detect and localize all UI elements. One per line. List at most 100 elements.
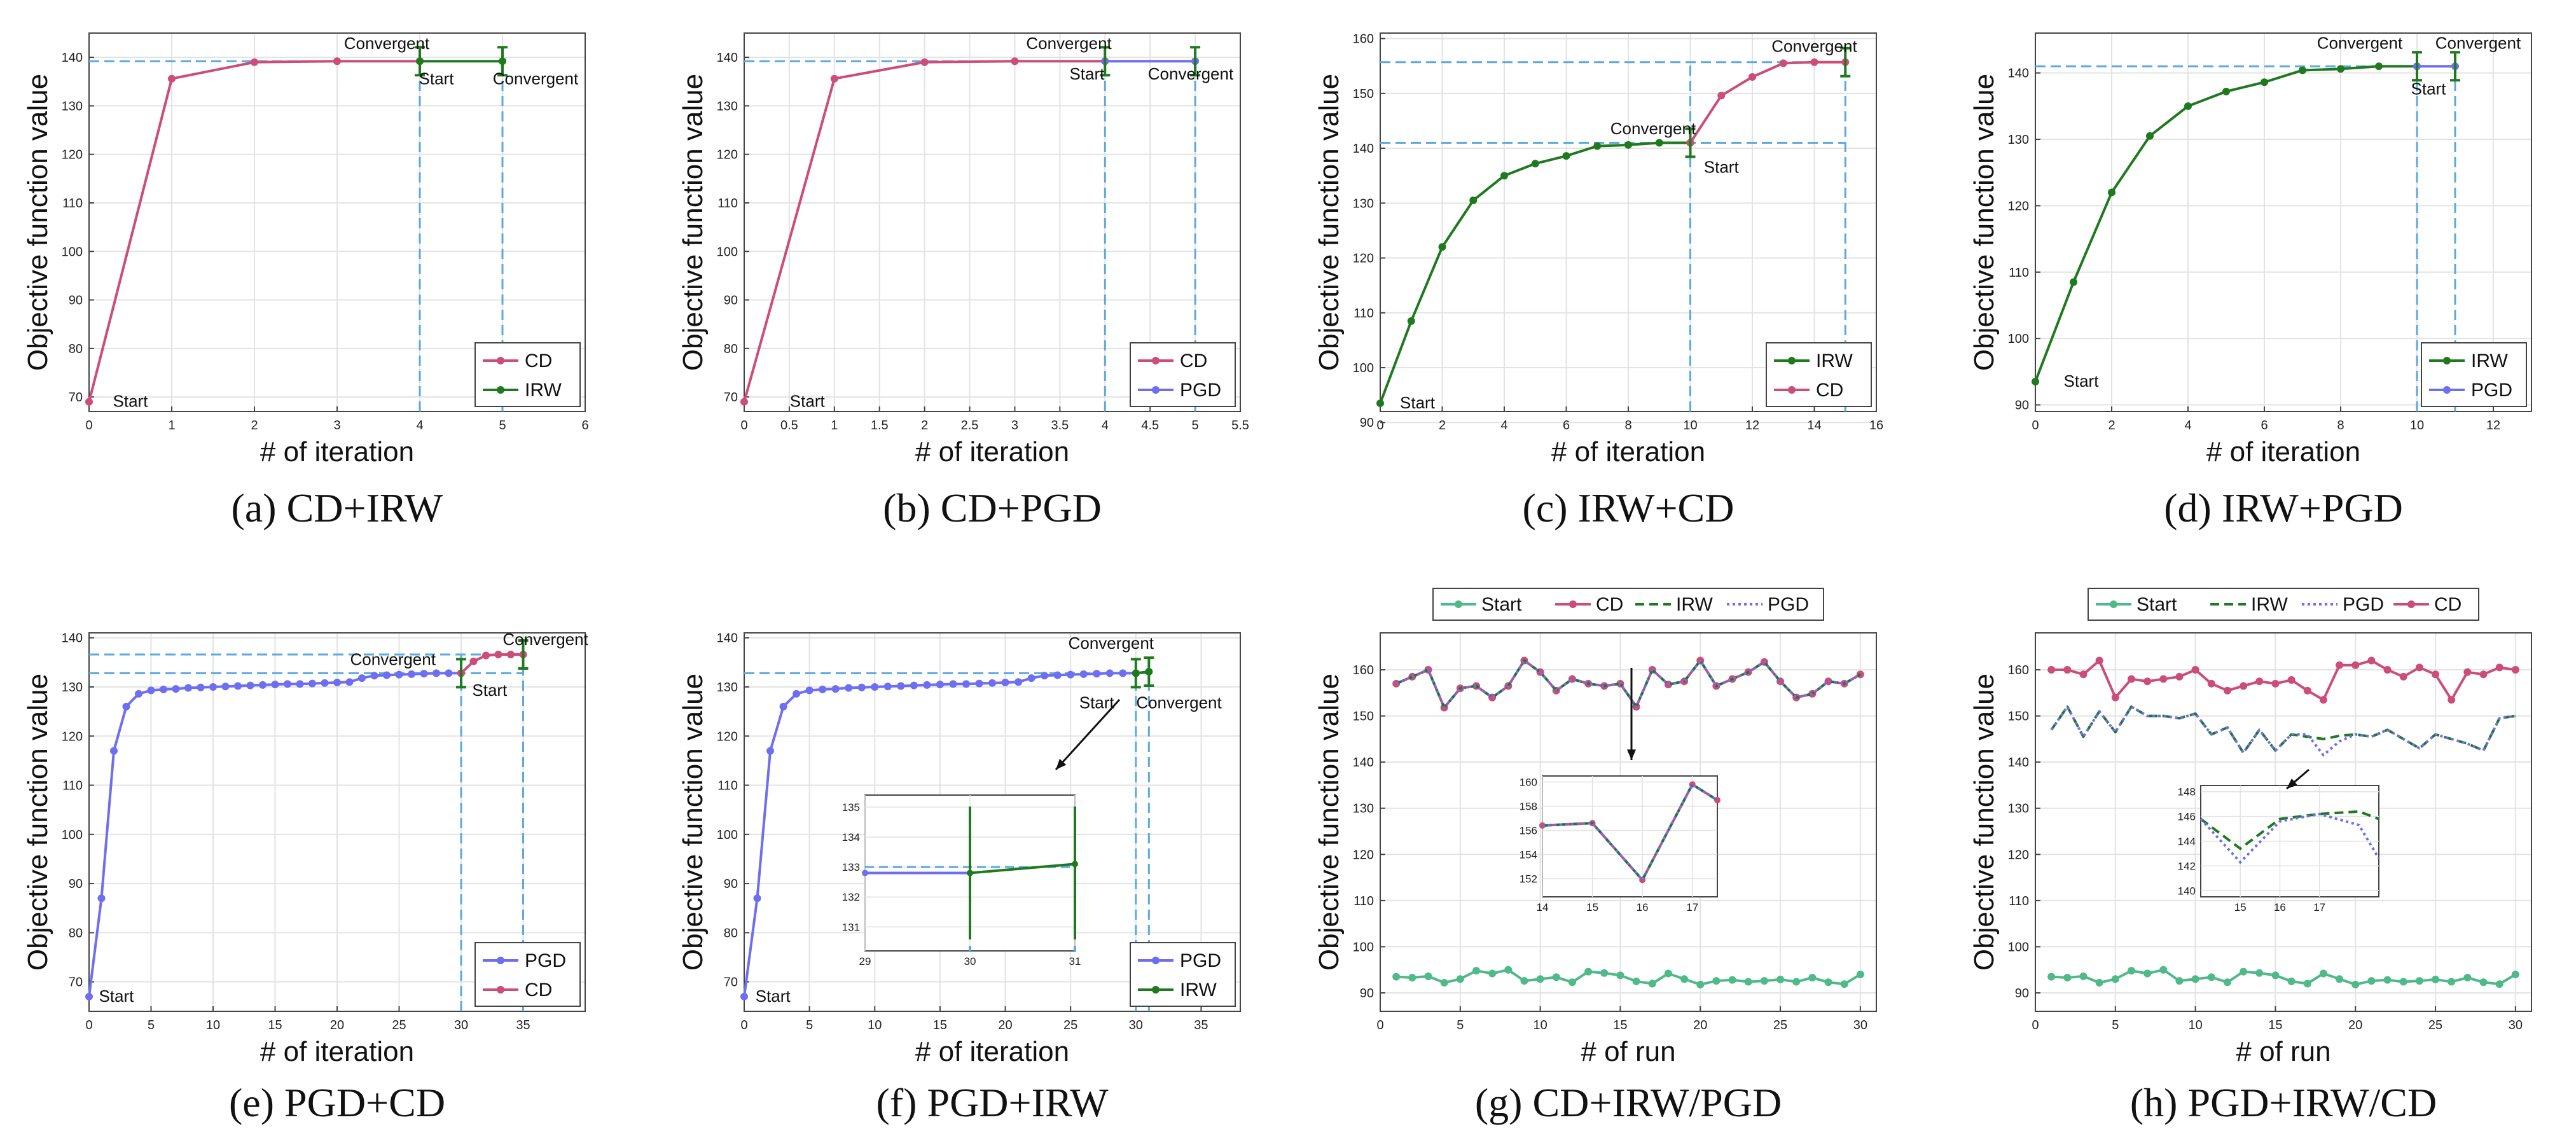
data-point-start: [2175, 977, 2184, 985]
inset-y-tick-label: 158: [1520, 801, 1537, 813]
x-tick-label: 25: [1773, 1018, 1787, 1032]
data-point-cd: [2271, 679, 2280, 688]
data-point-start: [2127, 967, 2135, 975]
y-tick-label: 120: [717, 730, 738, 744]
x-tick-label: 0: [1376, 419, 1383, 433]
data-point-pgd: [753, 894, 761, 903]
annotation-label: Convergent: [1136, 693, 1222, 712]
y-tick-label: 70: [69, 391, 83, 405]
y-tick-label: 140: [62, 632, 83, 646]
x-tick-label: 30: [1853, 1018, 1867, 1032]
series-line-pgd: [2050, 705, 2516, 757]
data-point-pgd: [1079, 670, 1088, 678]
inset-series-line-irw: [1542, 782, 1719, 882]
x-tick-label: 25: [392, 1018, 406, 1032]
data-point-pgd: [1001, 679, 1009, 687]
x-tick-label: 5: [1192, 419, 1199, 433]
x-tick-label: 0: [85, 1018, 92, 1032]
series-line-cd: [1689, 60, 1846, 144]
legend-label: PGD: [1768, 594, 1809, 615]
x-tick-label: 4: [1500, 419, 1507, 433]
data-point-irw: [2032, 378, 2039, 386]
data-point-pgd: [197, 683, 205, 691]
data-point-start: [2159, 966, 2168, 974]
y-tick-label: 140: [62, 51, 83, 65]
zoom-arrow-head: [2287, 778, 2298, 789]
annotation-label: Convergent: [1771, 37, 1857, 56]
data-point-cd: [85, 398, 93, 406]
legend-marker-irw: [1152, 986, 1160, 994]
data-point-pgd: [234, 682, 242, 690]
data-point-start: [1728, 976, 1736, 984]
x-tick-label: 15: [268, 1018, 282, 1032]
data-point-start: [2432, 975, 2440, 983]
legend-marker-pgd: [497, 957, 504, 964]
panel-h: 0 5 10 15 20 25 30 90 100 110 120 130 140 150 160 # of …: [1969, 588, 2532, 1125]
legend-label: CD: [1180, 350, 1207, 371]
data-point-irw: [2146, 132, 2154, 140]
inset-y-tick-label: 140: [2178, 885, 2196, 897]
data-point-cd: [494, 651, 502, 658]
x-axis-label: # of run: [1581, 1036, 1675, 1067]
x-tick-label: 10: [868, 1018, 882, 1032]
x-tick-label: 12: [1745, 419, 1759, 433]
inset-x-tick-label: 15: [1586, 901, 1598, 913]
data-point-irw: [1500, 172, 1508, 180]
x-axis-label: # of run: [2236, 1036, 2330, 1067]
x-tick-label: 0: [740, 419, 747, 433]
data-point-irw: [2261, 78, 2268, 87]
data-point-cd: [1824, 677, 1832, 686]
data-point-start: [1680, 975, 1689, 983]
data-point-start: [2255, 969, 2264, 977]
data-point-cd: [2415, 663, 2423, 672]
y-tick-label: 90: [1360, 416, 1374, 430]
inset-panel: 29 30 31 131 132 133 134 135: [842, 794, 1081, 967]
data-point-start: [2303, 980, 2311, 988]
data-point-start: [1600, 969, 1609, 977]
data-point-start: [1744, 978, 1752, 986]
legend-marker-start: [1455, 600, 1462, 608]
data-point-start: [2111, 975, 2119, 983]
legend-label: CD: [1596, 594, 1623, 615]
data-point-cd: [740, 398, 748, 406]
annotation-label: Convergent: [2435, 34, 2521, 53]
legend-marker-cd: [2407, 600, 2415, 608]
y-tick-label: 90: [69, 294, 83, 308]
legend-label: CD: [525, 980, 552, 1001]
x-tick-label: 15: [1613, 1018, 1627, 1032]
x-tick-label: 4: [2184, 419, 2191, 433]
data-point-pgd: [135, 689, 142, 698]
x-tick-label: 25: [2428, 1018, 2442, 1032]
plot-frame: [744, 32, 1241, 412]
y-tick-label: 100: [62, 828, 83, 842]
y-tick-label: 150: [1353, 87, 1374, 101]
data-point-cd: [2399, 672, 2407, 681]
x-tick-label: 6: [2261, 419, 2268, 433]
y-tick-label: 90: [724, 877, 738, 891]
data-point-cd: [2383, 666, 2392, 674]
data-point-start: [1696, 980, 1705, 988]
panel-e: 0 5 10 15 20 25 30 35 70 80 90 100 110 120 130 140 # of …: [22, 630, 589, 1125]
inset-x-tick-label: 14: [1537, 901, 1549, 913]
y-tick-label: 80: [69, 342, 83, 356]
inset-y-tick-label: 131: [842, 921, 860, 933]
data-point-irw: [1469, 197, 1478, 205]
data-point-cd: [251, 58, 258, 66]
x-axis-label: # of iteration: [1551, 436, 1705, 468]
legend-marker-irw: [1788, 357, 1796, 364]
y-tick-label: 140: [717, 632, 738, 646]
data-point-start: [2143, 969, 2152, 978]
y-tick-label: 130: [2008, 802, 2029, 816]
data-point-cd: [1717, 92, 1726, 100]
data-point-start: [2511, 970, 2519, 978]
legend-label: PGD: [1180, 950, 1221, 971]
data-point-cd: [2463, 668, 2472, 676]
legend-label: CD: [1816, 380, 1843, 401]
data-point-start: [1776, 975, 1785, 983]
inset-y-tick-label: 146: [2178, 811, 2196, 823]
x-tick-label: 14: [1807, 419, 1821, 433]
annotation-label: Start: [113, 392, 149, 411]
data-point-start: [2079, 972, 2088, 980]
x-tick-label: 20: [2348, 1018, 2362, 1032]
inset-x-tick-label: 15: [2234, 901, 2247, 913]
